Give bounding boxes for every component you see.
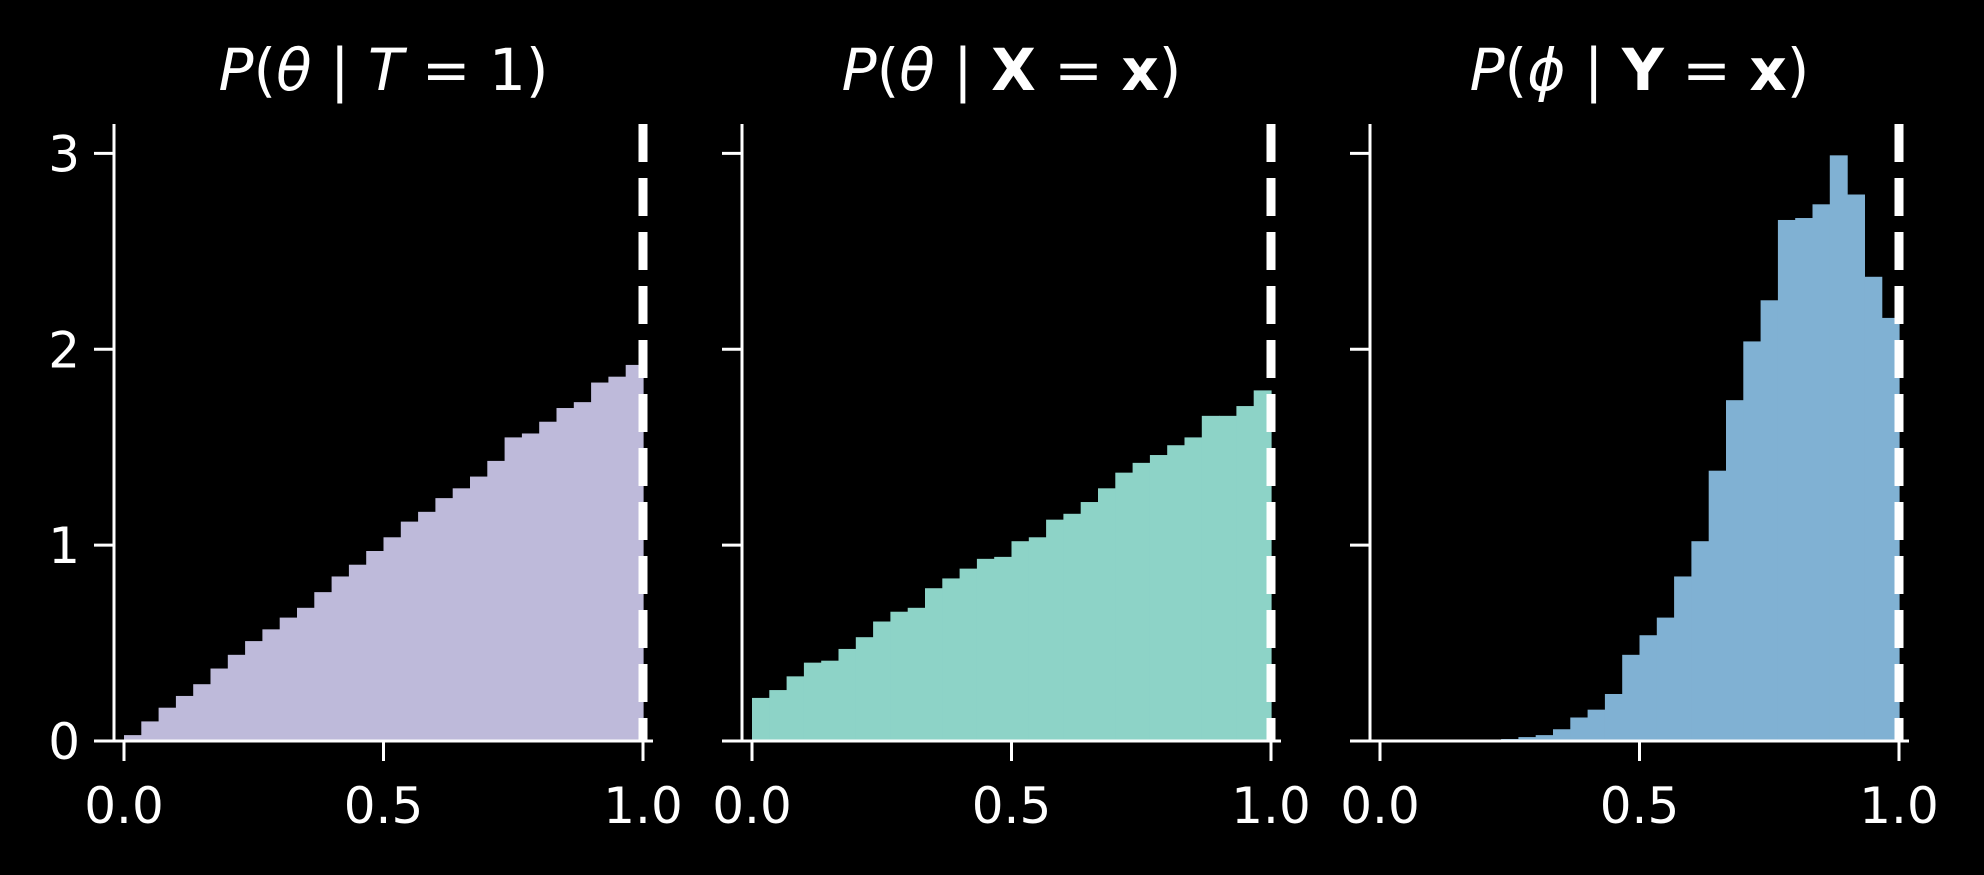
panel-1: 0 1 2 3 0.0 0.5 1.0 P(θ | T = 1) bbox=[48, 36, 683, 835]
x-tick-label: 1.0 bbox=[603, 777, 683, 835]
histogram-bar bbox=[890, 611, 909, 741]
histogram-bar bbox=[175, 695, 194, 741]
histogram-bar bbox=[400, 521, 419, 741]
histogram-bar bbox=[803, 662, 822, 741]
histogram-bar bbox=[470, 476, 488, 741]
histogram-bar bbox=[124, 735, 142, 741]
histogram-bar bbox=[227, 654, 246, 741]
panel-2: 0.0 0.5 1.0 P(θ | X = x) bbox=[712, 36, 1311, 835]
histogram-bar bbox=[1098, 488, 1116, 741]
histogram-bar bbox=[1570, 717, 1589, 741]
histogram-bar bbox=[504, 437, 523, 741]
histogram-bar bbox=[435, 498, 454, 741]
histogram-bar bbox=[1080, 502, 1099, 741]
histogram-bar bbox=[1167, 445, 1186, 741]
histogram-bar bbox=[942, 578, 961, 741]
histogram-bar bbox=[418, 511, 436, 741]
histogram-bar bbox=[591, 382, 609, 741]
histogram-bar bbox=[487, 460, 506, 741]
histogram-bar bbox=[1011, 541, 1030, 741]
histogram-bar bbox=[1708, 470, 1727, 741]
histogram-bar bbox=[925, 588, 943, 741]
histogram-bar bbox=[245, 641, 263, 741]
histogram-bar bbox=[1847, 194, 1865, 741]
histogram-bar bbox=[556, 408, 575, 741]
histogram-bar bbox=[1132, 462, 1151, 741]
histogram-bar bbox=[193, 684, 212, 741]
histogram-bar bbox=[838, 648, 857, 741]
histogram-bar bbox=[1691, 541, 1710, 741]
x-tick-label: 0.5 bbox=[344, 777, 424, 835]
histogram-bar bbox=[1864, 276, 1883, 741]
y-tick-label: 3 bbox=[48, 125, 80, 183]
histogram-bar bbox=[1760, 300, 1779, 741]
panel-3: 0.0 0.5 1.0 P(ϕ | Y = x) bbox=[1340, 36, 1939, 835]
histogram-bar bbox=[1063, 513, 1082, 741]
histogram-bar bbox=[452, 488, 471, 741]
histogram-bar bbox=[539, 421, 558, 741]
histogram-bar bbox=[1726, 400, 1744, 741]
histogram-bar bbox=[608, 376, 627, 741]
histogram-bar bbox=[348, 564, 367, 741]
histogram-bar bbox=[1219, 415, 1237, 741]
histogram-bar bbox=[1743, 341, 1762, 741]
histogram-bar bbox=[1674, 576, 1692, 741]
histogram-bar bbox=[752, 697, 770, 741]
y-tick-label: 0 bbox=[48, 713, 80, 771]
histogram-bar bbox=[1587, 709, 1606, 741]
histogram-bar bbox=[314, 592, 333, 741]
histogram-bar bbox=[1777, 219, 1796, 742]
histogram-bar bbox=[1236, 406, 1255, 741]
histogram-bar bbox=[1201, 415, 1220, 741]
x-tick-label: 1.0 bbox=[1231, 777, 1311, 835]
histogram-bar bbox=[1046, 519, 1064, 741]
x-tick-label: 0.5 bbox=[972, 777, 1052, 835]
histogram-bar bbox=[855, 637, 874, 741]
histogram-bar bbox=[1028, 537, 1047, 741]
x-tick-label: 1.0 bbox=[1859, 777, 1939, 835]
y-tick-label: 2 bbox=[48, 321, 80, 379]
histogram-bar bbox=[141, 721, 160, 741]
histogram-bar bbox=[1149, 455, 1168, 741]
histogram-bar bbox=[1115, 472, 1134, 741]
histogram-bar bbox=[1812, 204, 1831, 741]
x-tick-label: 0.0 bbox=[712, 777, 792, 835]
histogram-bar bbox=[158, 707, 177, 741]
histogram-bar bbox=[331, 576, 350, 741]
histogram-bar bbox=[873, 621, 891, 741]
panel-2-title: P(θ | X = x) bbox=[842, 36, 1182, 104]
histogram-bar bbox=[279, 617, 298, 741]
histogram-bar bbox=[1656, 617, 1675, 741]
histogram-bar bbox=[1622, 654, 1641, 741]
histogram-bar bbox=[786, 676, 805, 741]
histogram-bar bbox=[366, 551, 385, 741]
histogram-bar bbox=[210, 668, 229, 741]
y-tick-label: 1 bbox=[48, 517, 80, 575]
histogram-bar bbox=[1829, 155, 1848, 742]
histogram-bar bbox=[1184, 437, 1203, 741]
histogram-bar bbox=[573, 402, 592, 741]
histogram-bar bbox=[1604, 693, 1623, 741]
histogram-bar bbox=[297, 607, 315, 741]
histogram-bar bbox=[976, 558, 995, 741]
histogram-bar bbox=[262, 629, 281, 741]
panel-3-title: P(ϕ | Y = x) bbox=[1470, 36, 1810, 104]
histogram-bar bbox=[1639, 635, 1658, 741]
histogram-bar bbox=[821, 660, 840, 741]
x-tick-label: 0.0 bbox=[1340, 777, 1420, 835]
x-tick-label: 0.5 bbox=[1600, 777, 1680, 835]
histogram-bar bbox=[1553, 729, 1571, 741]
histogram-bar bbox=[994, 556, 1013, 741]
panel-1-title: P(θ | T = 1) bbox=[218, 36, 548, 104]
histogram-bar bbox=[1535, 735, 1554, 741]
histogram-bar bbox=[521, 433, 540, 741]
histogram-bar bbox=[383, 537, 402, 741]
histogram-bar bbox=[959, 568, 978, 741]
histogram-bar bbox=[907, 607, 926, 741]
histogram-bar bbox=[1795, 218, 1814, 741]
histogram-bar bbox=[769, 690, 788, 741]
histogram-bar bbox=[1518, 737, 1537, 741]
x-tick-label: 0.0 bbox=[84, 777, 164, 835]
